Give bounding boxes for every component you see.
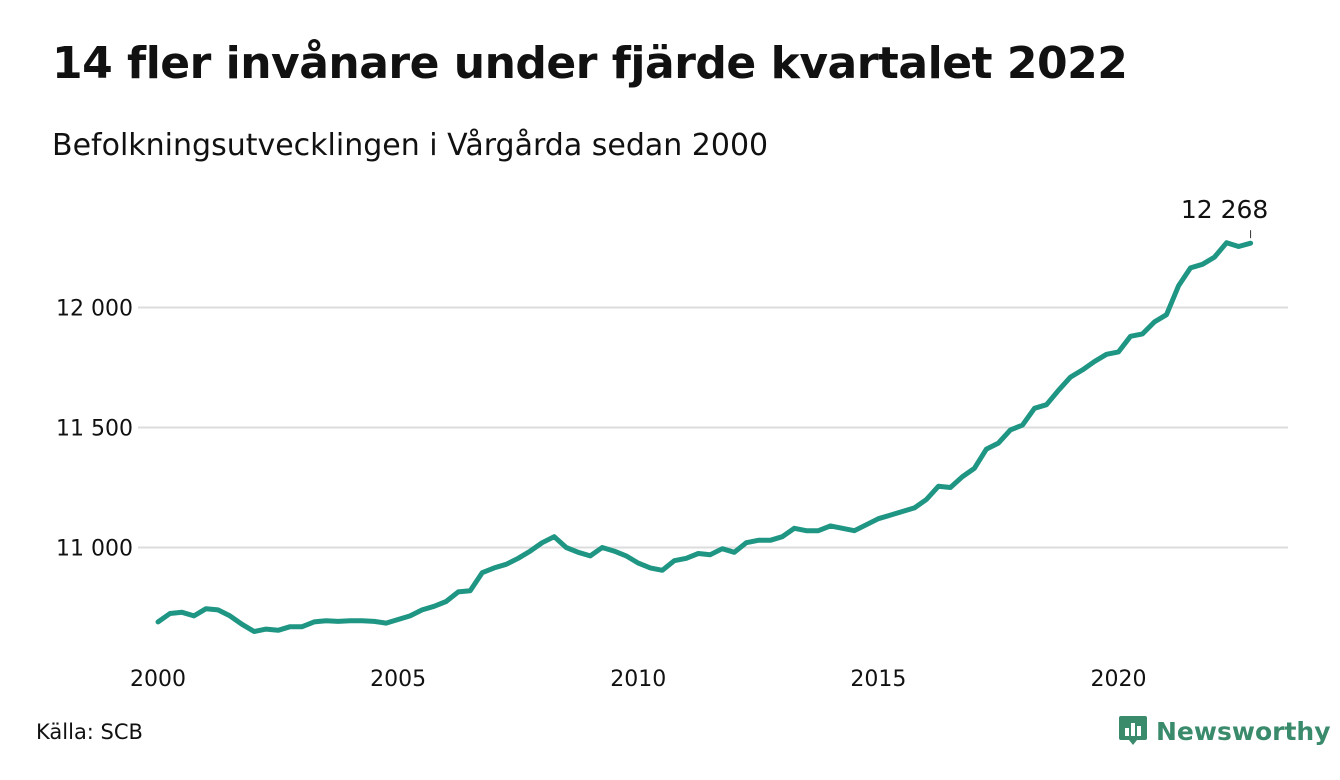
chart-title: 14 fler invånare under fjärde kvartalet …	[52, 38, 1128, 89]
x-tick-label: 2005	[370, 667, 426, 692]
newsworthy-logo-icon	[1119, 716, 1147, 745]
population-series-line	[155, 240, 1254, 634]
chart-subtitle: Befolkningsutvecklingen i Vårgårda sedan…	[52, 128, 769, 163]
brand-name: Newsworthy	[1156, 716, 1331, 746]
x-tick-label: 2020	[1091, 667, 1147, 692]
source-label: Källa: SCB	[36, 720, 143, 744]
x-axis-ticks: 2000 2005 2010 2015 2020	[130, 667, 1147, 692]
newsworthy-brand[interactable]: Newsworthy	[1118, 714, 1331, 748]
y-tick-label: 11 000	[56, 537, 133, 562]
x-tick-label: 2000	[130, 667, 186, 692]
y-axis-ticks: 11 000 11 500 12 000	[56, 297, 133, 562]
y-tick-label: 11 500	[56, 417, 133, 442]
y-tick-label: 12 000	[56, 297, 133, 322]
end-value-label: 12 268	[1181, 195, 1268, 224]
x-tick-label: 2010	[610, 667, 666, 692]
gridlines	[138, 306, 1288, 549]
x-tick-label: 2015	[850, 667, 906, 692]
